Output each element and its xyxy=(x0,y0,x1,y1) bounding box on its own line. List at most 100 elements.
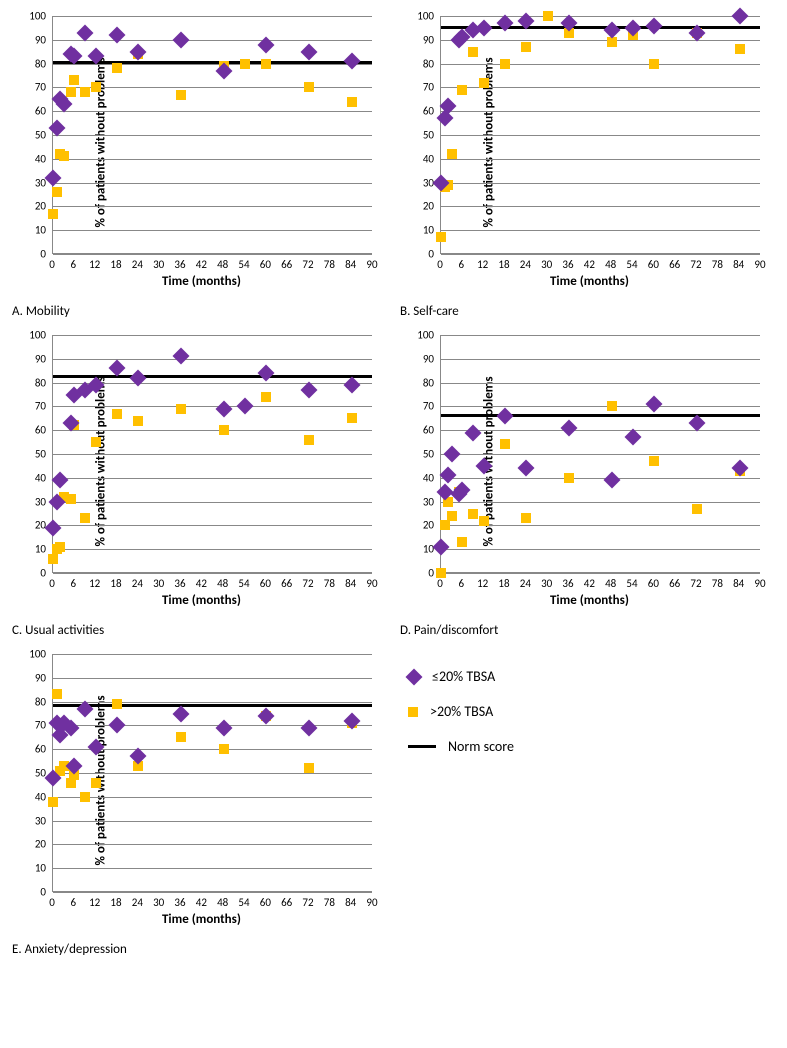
gridline xyxy=(53,821,372,822)
x-axis-label: Time (months) xyxy=(550,274,629,289)
y-tick-label: 60 xyxy=(16,424,46,437)
marker-le20 xyxy=(301,719,318,736)
y-tick-label: 80 xyxy=(16,57,46,70)
marker-gt20 xyxy=(468,47,478,57)
marker-le20 xyxy=(343,376,360,393)
y-tick-label: 30 xyxy=(16,495,46,508)
gridline xyxy=(53,725,372,726)
gridline xyxy=(441,230,760,231)
marker-gt20 xyxy=(304,763,314,773)
marker-gt20 xyxy=(52,689,62,699)
x-tick-label: 36 xyxy=(562,577,573,590)
y-tick-label: 70 xyxy=(404,400,434,413)
x-tick-label: 24 xyxy=(132,577,143,590)
marker-gt20 xyxy=(521,513,531,523)
marker-gt20 xyxy=(112,409,122,419)
gridline xyxy=(53,40,372,41)
marker-le20 xyxy=(237,398,254,415)
x-tick-label: 84 xyxy=(733,577,744,590)
marker-le20 xyxy=(440,467,457,484)
x-tick-label: 84 xyxy=(345,577,356,590)
marker-le20 xyxy=(45,519,62,536)
x-tick-label: 6 xyxy=(459,258,465,271)
panel-D: 0102030405060708090100061218243036424854… xyxy=(398,329,778,638)
gridline xyxy=(441,502,760,503)
marker-gt20 xyxy=(500,59,510,69)
gridline xyxy=(53,359,372,360)
gridline xyxy=(53,773,372,774)
marker-gt20 xyxy=(52,187,62,197)
x-tick-label: 6 xyxy=(459,577,465,590)
x-tick-label: 72 xyxy=(302,258,313,271)
y-tick-label: 30 xyxy=(404,176,434,189)
x-tick-label: 84 xyxy=(345,896,356,909)
y-tick-label: 80 xyxy=(16,695,46,708)
marker-gt20 xyxy=(48,797,58,807)
y-tick-label: 100 xyxy=(16,329,46,342)
x-tick-label: 66 xyxy=(281,896,292,909)
y-tick-label: 0 xyxy=(16,248,46,261)
y-tick-label: 10 xyxy=(16,224,46,237)
gridline xyxy=(53,135,372,136)
x-tick-label: 12 xyxy=(477,577,488,590)
marker-gt20 xyxy=(457,85,467,95)
x-tick-label: 36 xyxy=(174,577,185,590)
x-tick-label: 72 xyxy=(302,577,313,590)
x-tick-label: 12 xyxy=(477,258,488,271)
legend-item: >20% TBSA xyxy=(408,703,768,720)
x-tick-label: 42 xyxy=(196,258,207,271)
marker-le20 xyxy=(130,369,147,386)
marker-le20 xyxy=(475,457,492,474)
y-tick-label: 50 xyxy=(404,448,434,461)
x-tick-label: 60 xyxy=(260,896,271,909)
line-icon xyxy=(408,745,436,748)
marker-gt20 xyxy=(692,504,702,514)
x-tick-label: 72 xyxy=(690,577,701,590)
y-tick-label: 90 xyxy=(404,33,434,46)
x-tick-label: 0 xyxy=(49,577,55,590)
marker-le20 xyxy=(109,27,126,44)
gridline xyxy=(441,64,760,65)
gridline xyxy=(441,87,760,88)
y-tick-label: 30 xyxy=(16,176,46,189)
norm-score-line xyxy=(441,414,760,417)
x-tick-label: 48 xyxy=(605,577,616,590)
marker-le20 xyxy=(301,43,318,60)
x-tick-label: 30 xyxy=(541,577,552,590)
x-tick-label: 72 xyxy=(302,896,313,909)
marker-le20 xyxy=(109,360,126,377)
x-tick-label: 6 xyxy=(71,577,77,590)
y-tick-label: 60 xyxy=(404,105,434,118)
x-tick-label: 48 xyxy=(217,258,228,271)
x-tick-label: 30 xyxy=(153,258,164,271)
marker-le20 xyxy=(436,110,453,127)
gridline xyxy=(53,254,372,255)
marker-gt20 xyxy=(735,44,745,54)
x-tick-label: 6 xyxy=(71,896,77,909)
y-tick-label: 90 xyxy=(16,352,46,365)
x-tick-label: 12 xyxy=(89,577,100,590)
y-tick-label: 70 xyxy=(16,81,46,94)
marker-le20 xyxy=(173,31,190,48)
marker-gt20 xyxy=(80,792,90,802)
chart-container: 0102030405060708090100061218243036424854… xyxy=(398,329,768,619)
marker-le20 xyxy=(45,169,62,186)
x-tick-label: 60 xyxy=(648,577,659,590)
y-tick-label: 60 xyxy=(404,424,434,437)
y-tick-label: 50 xyxy=(16,767,46,780)
marker-le20 xyxy=(689,415,706,432)
x-tick-label: 48 xyxy=(605,258,616,271)
x-tick-label: 54 xyxy=(626,577,637,590)
x-tick-label: 0 xyxy=(437,577,443,590)
marker-gt20 xyxy=(176,404,186,414)
marker-gt20 xyxy=(219,425,229,435)
marker-le20 xyxy=(48,119,65,136)
x-tick-label: 24 xyxy=(132,258,143,271)
x-tick-label: 54 xyxy=(238,896,249,909)
x-tick-label: 12 xyxy=(89,896,100,909)
marker-le20 xyxy=(109,717,126,734)
panels-grid: 0102030405060708090100061218243036424854… xyxy=(10,10,777,957)
x-tick-label: 60 xyxy=(260,258,271,271)
marker-gt20 xyxy=(48,554,58,564)
marker-le20 xyxy=(343,53,360,70)
